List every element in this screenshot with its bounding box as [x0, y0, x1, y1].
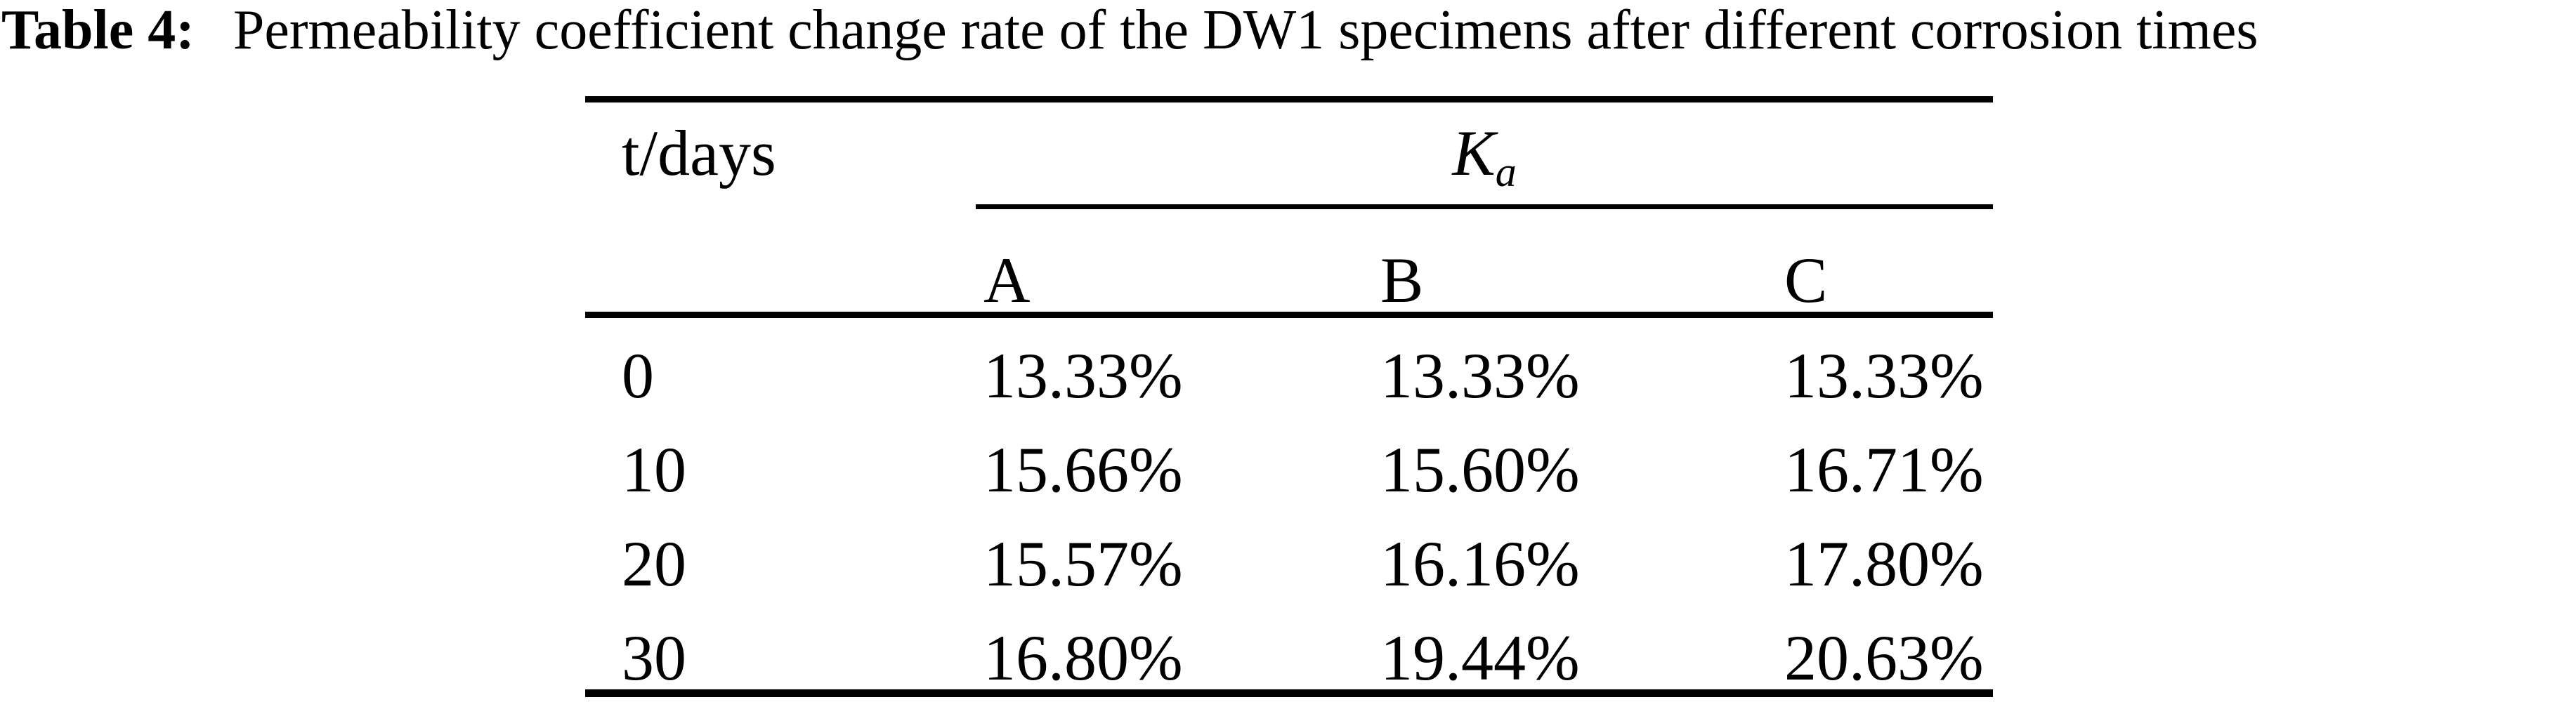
value-cell-b: 16.16%	[1380, 528, 1580, 600]
ka-symbol: K	[1452, 117, 1496, 189]
value-cell-c: 13.33%	[1784, 340, 1984, 411]
table-top-rule	[585, 96, 1993, 102]
group-header-ka: Ka	[976, 121, 1993, 193]
value-cell-a: 15.57%	[983, 528, 1183, 600]
value-cell-a: 16.80%	[983, 622, 1183, 694]
value-cell-b: 13.33%	[1380, 340, 1580, 411]
row-label-days: 0	[622, 340, 654, 411]
value-cell-a: 15.66%	[983, 434, 1183, 505]
value-cell-c: 20.63%	[1784, 622, 1984, 694]
column-header-c: C	[1784, 244, 1828, 316]
value-cell-a: 13.33%	[983, 340, 1183, 411]
column-header-t-days: t/days	[622, 117, 776, 189]
column-header-b: B	[1380, 244, 1424, 316]
table-caption-number: Table 4:	[1, 0, 195, 61]
value-cell-c: 16.71%	[1784, 434, 1984, 505]
value-cell-b: 19.44%	[1380, 622, 1580, 694]
table-caption-text: Permeability coefficient change rate of …	[233, 0, 2258, 61]
value-cell-c: 17.80%	[1784, 528, 1984, 600]
row-label-days: 20	[622, 528, 686, 600]
group-header-underline-rule	[976, 204, 1993, 209]
value-cell-b: 15.60%	[1380, 434, 1580, 505]
row-label-days: 10	[622, 434, 686, 505]
column-header-a: A	[983, 244, 1031, 316]
table-caption: Table 4: Permeability coefficient change …	[1, 2, 2258, 58]
table-header-rule	[585, 312, 1993, 318]
ka-subscript: a	[1495, 149, 1517, 195]
table-bottom-rule	[585, 689, 1993, 697]
row-label-days: 30	[622, 622, 686, 694]
